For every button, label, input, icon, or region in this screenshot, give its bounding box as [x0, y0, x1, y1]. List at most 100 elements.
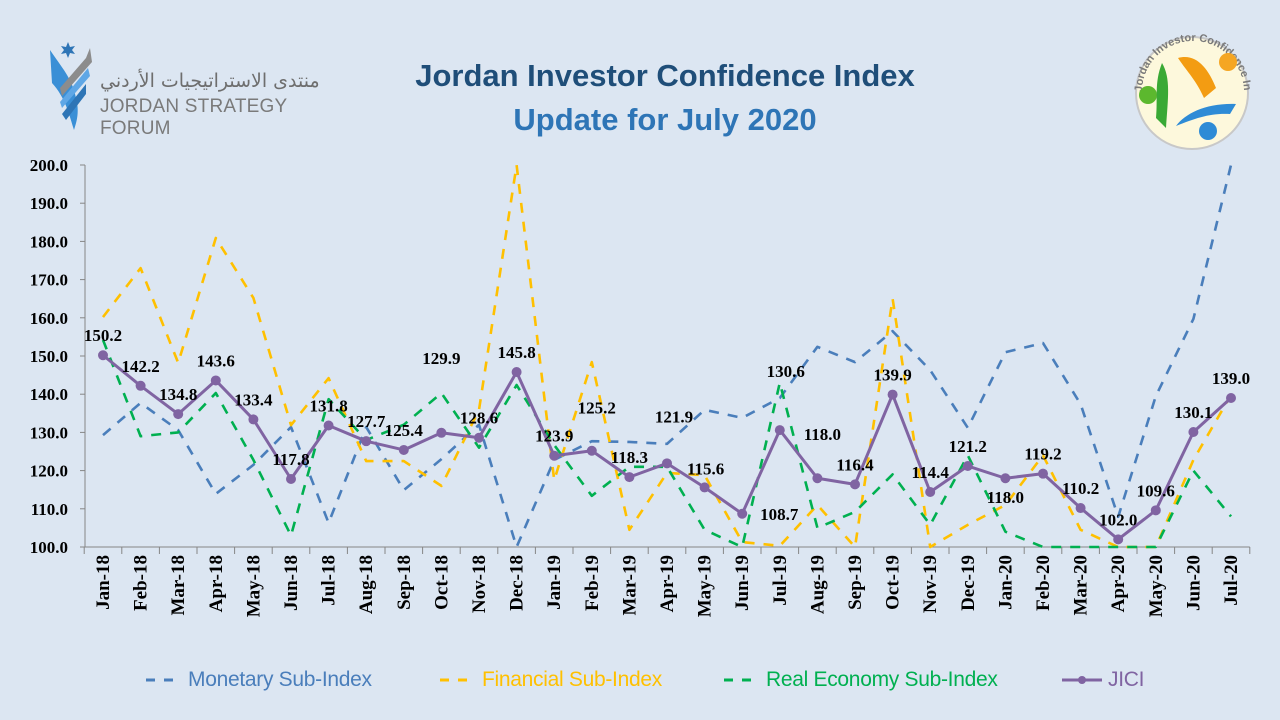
y-tick-label: 170.0 [30, 271, 68, 290]
data-label: 110.2 [1062, 479, 1099, 498]
data-label: 128.6 [460, 409, 498, 428]
x-tick-label: Apr-19 [657, 555, 678, 612]
y-tick-label: 130.0 [30, 423, 68, 442]
jici-point [1226, 393, 1236, 404]
jici-logo: Jordan Investor Confidence Index [1123, 9, 1258, 156]
jici-point [962, 461, 973, 472]
y-tick-label: 110.0 [31, 500, 68, 519]
data-label: 131.8 [309, 397, 347, 416]
x-tick-label: Mar-20 [1071, 555, 1092, 616]
data-label: 121.2 [949, 437, 987, 456]
data-label: 150.2 [84, 326, 122, 345]
x-tick-label: Jan-20 [995, 555, 1016, 610]
jici-point [699, 482, 710, 493]
data-label: 130.6 [767, 362, 805, 381]
x-tick-label: Jan-19 [544, 555, 565, 610]
jici-point [586, 445, 597, 456]
data-label: 125.4 [385, 421, 424, 440]
y-tick-label: 190.0 [30, 194, 68, 213]
data-label: 109.6 [1137, 481, 1175, 500]
legend-jici-swatch [1062, 676, 1102, 684]
x-tick-label: Mar-18 [168, 555, 189, 616]
x-tick-label: Jul-19 [770, 555, 791, 606]
legend-monetary-swatch [146, 678, 182, 682]
x-tick-label: Sep-19 [845, 555, 866, 610]
jici-point [286, 474, 296, 485]
x-tick-label: Feb-18 [131, 555, 152, 611]
x-tick-label: May-19 [695, 555, 716, 617]
jsf-english-name: JORDAN STRATEGY FORUM [100, 96, 288, 139]
data-label: 114.4 [912, 463, 950, 482]
data-label: 130.1 [1174, 403, 1212, 422]
data-label: 116.4 [836, 455, 874, 474]
data-label: 139.9 [873, 366, 911, 385]
data-label: 123.9 [535, 427, 573, 446]
data-label: 118.0 [804, 425, 841, 444]
legend-financial-swatch [440, 678, 476, 682]
jici-point [474, 432, 484, 443]
jici-point [774, 425, 785, 436]
data-label: 115.6 [687, 459, 724, 478]
data-label: 129.9 [422, 349, 460, 368]
data-label: 118.3 [611, 448, 648, 467]
data-label: 143.6 [197, 351, 235, 370]
jici-point [1113, 534, 1124, 545]
x-tick-label: Jul-18 [319, 555, 340, 606]
page-subtitle: Update for July 2020 [513, 102, 817, 137]
x-tick-label: Jul-20 [1221, 555, 1242, 606]
legend-jici: JICI [1062, 668, 1144, 692]
data-label: 125.2 [578, 399, 616, 418]
jici-point [173, 409, 184, 420]
jici-point [210, 375, 221, 386]
jici-point [1188, 427, 1199, 438]
x-tick-label: Aug-18 [356, 555, 377, 614]
data-label: 142.2 [121, 357, 159, 376]
x-tick-label: Oct-18 [431, 555, 452, 610]
jici-point [436, 427, 447, 438]
legend-monetary: Monetary Sub-Index [146, 668, 372, 692]
jici-point [1000, 473, 1011, 484]
jici-point [361, 436, 372, 447]
x-tick-label: Mar-19 [619, 555, 640, 616]
data-label: 108.7 [760, 505, 799, 524]
jici-point [1150, 505, 1161, 516]
x-tick-label: Jan-18 [93, 555, 114, 610]
jici-point [398, 444, 409, 455]
legend-real-economy: Real Economy Sub-Index [724, 668, 998, 692]
y-tick-label: 140.0 [30, 385, 68, 404]
x-tick-label: Nov-18 [469, 555, 490, 613]
x-tick-label: Aug-19 [807, 555, 828, 614]
jordan-strategy-forum-logo: منتدى الاستراتيجيات الأردني JORDAN STRAT… [40, 38, 330, 139]
x-tick-label: Sep-18 [394, 555, 415, 610]
jsf-arabic-name: منتدى الاستراتيجيات الأردني [100, 70, 320, 92]
y-tick-label: 160.0 [30, 309, 68, 328]
x-tick-label: Jun-19 [732, 555, 753, 611]
jici-point [925, 486, 936, 497]
series-line-financial-sub-index [101, 163, 1233, 549]
data-label: 118.0 [987, 488, 1024, 507]
y-tick-label: 200.0 [30, 156, 68, 175]
jici-point [323, 420, 334, 431]
data-label: 133.4 [234, 390, 273, 409]
jici-point [1038, 468, 1048, 479]
series-line-jici [102, 354, 1233, 541]
legend-financial: Financial Sub-Index [440, 668, 662, 692]
series-line-monetary-sub-index [102, 164, 1233, 549]
x-tick-label: Apr-20 [1108, 555, 1129, 612]
legend-jici-label: JICI [1108, 668, 1145, 691]
x-tick-label: Dec-19 [958, 555, 979, 611]
jici-point [1075, 503, 1086, 514]
jici-point [135, 380, 146, 391]
jici-point [850, 479, 860, 490]
jici-point [662, 458, 672, 469]
jsf-emblem-icon [50, 42, 92, 130]
data-label: 117.8 [272, 450, 309, 469]
data-label: 127.7 [347, 412, 386, 431]
x-tick-label: Nov-19 [920, 555, 941, 613]
y-tick-label: 120.0 [30, 462, 68, 481]
jici-point [98, 350, 108, 361]
page-title: Jordan Investor Confidence Index [415, 58, 915, 93]
legend-real-economy-swatch [724, 678, 760, 682]
jici-point [511, 367, 522, 378]
